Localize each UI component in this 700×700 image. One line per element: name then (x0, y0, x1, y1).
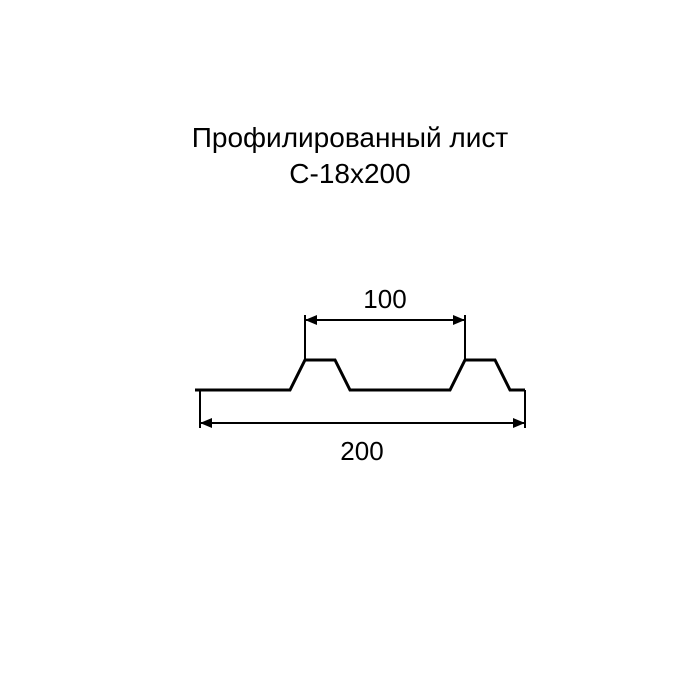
profile-svg: 100 200 (140, 260, 560, 480)
dimension-bottom: 200 (200, 390, 525, 466)
dimension-top-label: 100 (363, 284, 406, 314)
title-line-1: Профилированный лист (0, 120, 700, 156)
profile-path (195, 360, 525, 390)
profile-diagram: 100 200 (140, 260, 560, 480)
dimension-top: 100 (305, 284, 465, 360)
dimension-bottom-label: 200 (340, 436, 383, 466)
title-block: Профилированный лист С-18х200 (0, 120, 700, 193)
title-line-2: С-18х200 (0, 156, 700, 192)
